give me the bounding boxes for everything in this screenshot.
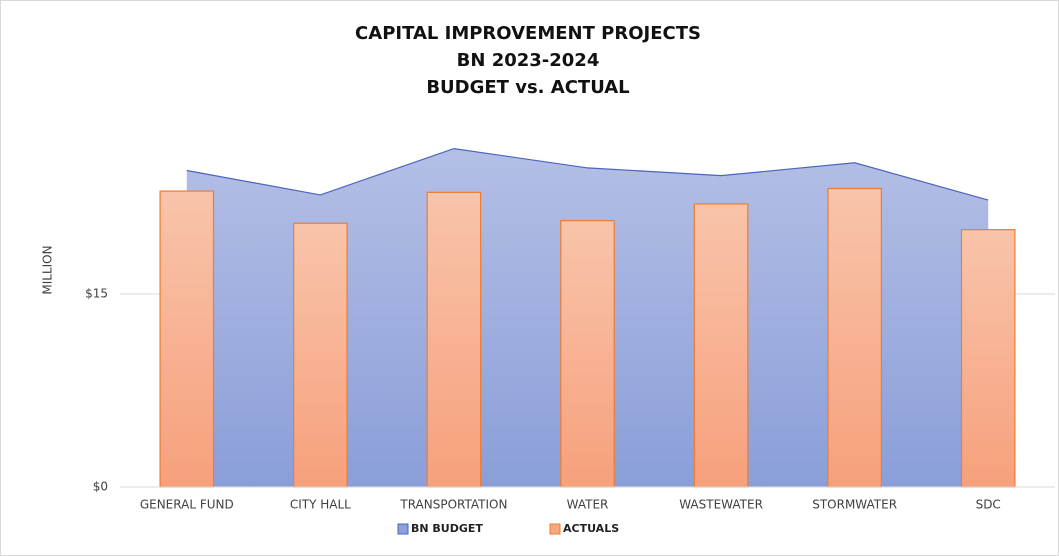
x-tick-label: TRANSPORTATION — [399, 498, 507, 512]
budget-area-edge — [186, 147, 989, 201]
bar — [159, 190, 215, 488]
x-tick-label: WATER — [567, 498, 609, 512]
bar — [426, 191, 482, 488]
bar — [827, 187, 882, 488]
chart-title: BN 2023-2024 — [457, 50, 600, 71]
legend-label: BN BUDGET — [411, 522, 483, 535]
x-tick-label: CITY HALL — [290, 498, 351, 512]
bar — [693, 203, 749, 488]
y-axis-label: MILLION — [41, 245, 55, 294]
legend-label: ACTUALS — [563, 522, 619, 535]
chart-title: BUDGET vs. ACTUAL — [426, 77, 629, 98]
y-tick-label: $0 — [93, 480, 108, 494]
legend-swatch — [549, 523, 561, 535]
x-tick-label: WASTEWATER — [679, 498, 763, 512]
bar — [960, 229, 1016, 488]
y-tick-label: $15 — [85, 287, 108, 301]
x-tick-label: GENERAL FUND — [140, 498, 234, 512]
x-tick-label: STORMWATER — [812, 498, 897, 512]
legend-swatch — [397, 523, 409, 535]
x-tick-label: SDC — [976, 498, 1001, 512]
chart-title: CAPITAL IMPROVEMENT PROJECTS — [355, 23, 701, 44]
bar — [560, 220, 615, 488]
bar — [293, 222, 348, 488]
